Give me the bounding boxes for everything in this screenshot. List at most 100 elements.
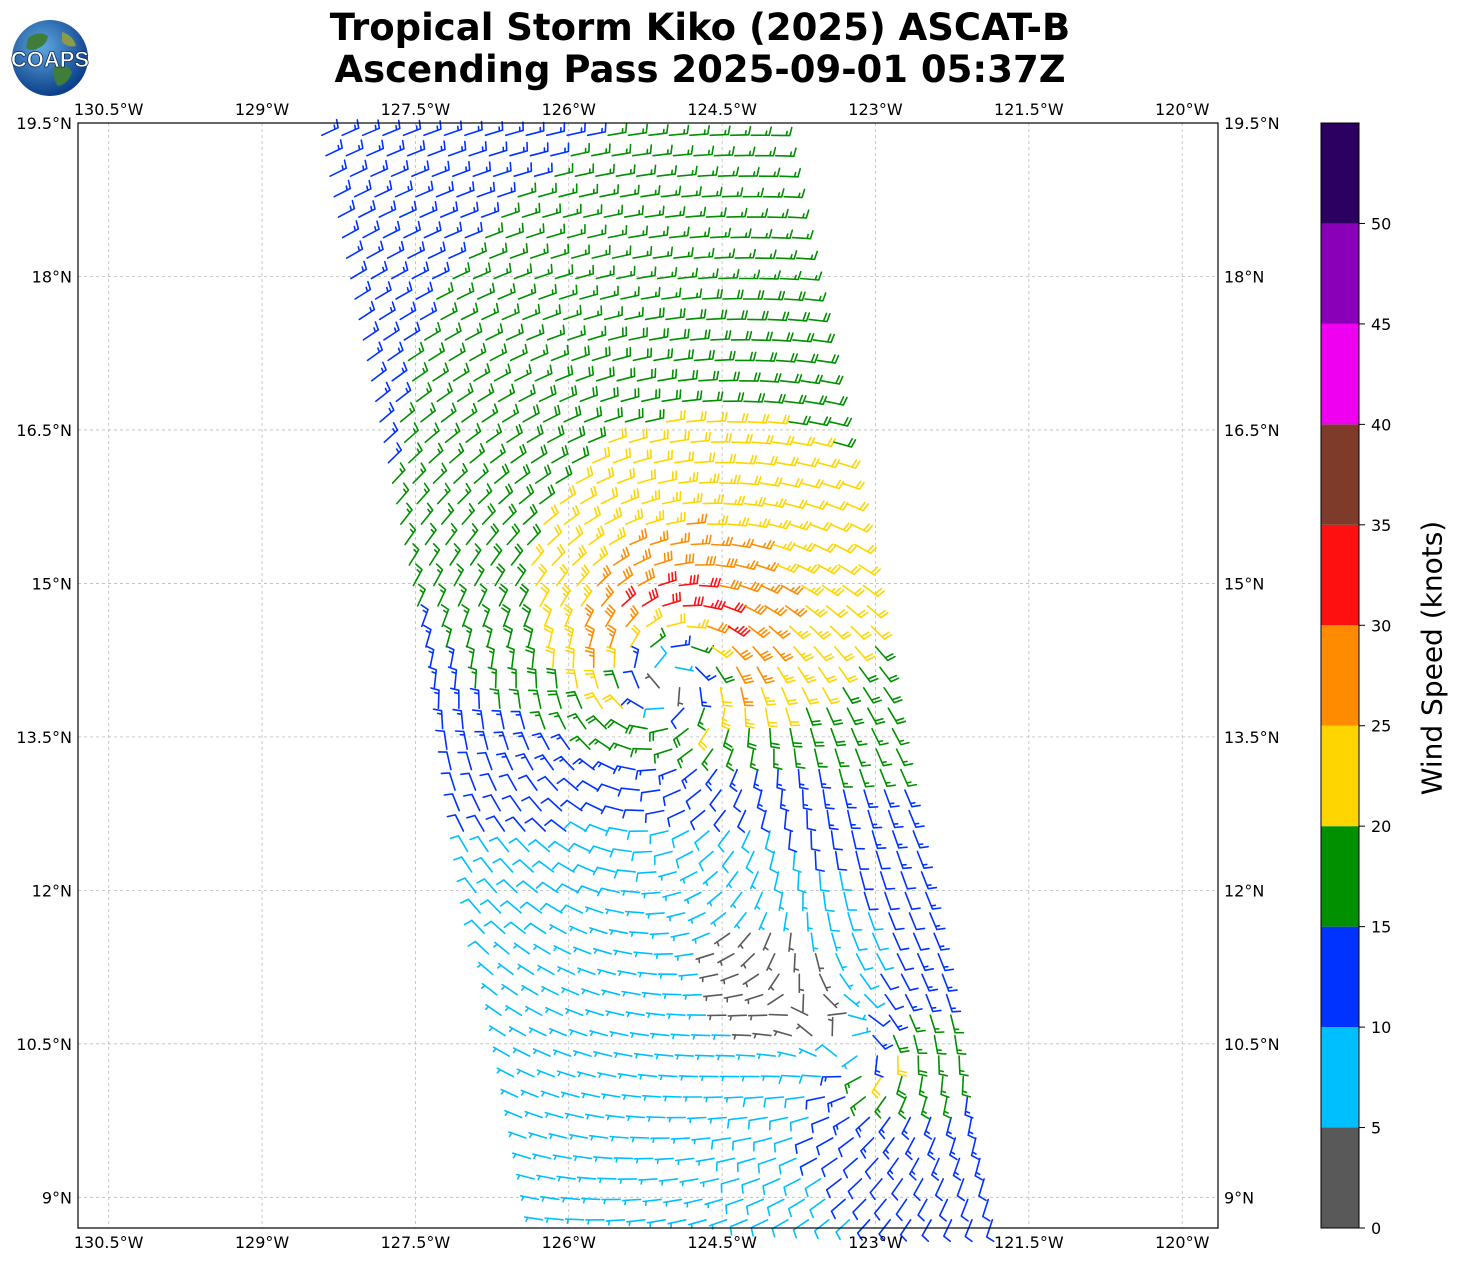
wind-barb — [806, 809, 817, 832]
wind-barb — [540, 1090, 560, 1098]
wind-barb — [801, 584, 824, 596]
wind-barb — [650, 1032, 670, 1039]
wind-barb — [717, 830, 730, 853]
wind-barb — [738, 167, 760, 177]
wind-barb — [544, 1111, 564, 1119]
wind-barb — [839, 973, 854, 990]
wind-barb — [797, 666, 817, 684]
wind-barb — [768, 519, 792, 530]
wind-barb — [570, 142, 590, 157]
wind-barb — [747, 413, 770, 424]
wind-barb — [912, 830, 929, 849]
wind-barb — [772, 646, 794, 662]
wind-barb — [799, 1157, 818, 1176]
wind-barb — [838, 768, 854, 788]
wind-barb — [642, 1094, 662, 1101]
wind-barb — [775, 147, 797, 157]
wind-barb — [625, 508, 644, 525]
wind-barb — [789, 1116, 809, 1132]
wind-barb — [780, 478, 804, 488]
wind-barb — [792, 332, 815, 343]
wind-barb — [750, 126, 772, 137]
colorbar-tick-label: 30 — [1371, 616, 1391, 635]
wind-barb — [636, 368, 657, 382]
wind-barb — [496, 879, 518, 894]
wind-barb — [772, 435, 795, 446]
wind-barb — [841, 1055, 858, 1070]
wind-barb — [608, 526, 626, 546]
wind-barb — [945, 1116, 955, 1140]
wind-barb — [350, 260, 368, 280]
wind-barb — [929, 912, 946, 931]
wind-barb — [358, 200, 376, 218]
wind-barb — [554, 264, 574, 280]
wind-barb — [665, 308, 686, 321]
lon-tick-label-bottom: 126°W — [542, 1233, 597, 1252]
wind-barb — [538, 182, 557, 198]
colorbar-bin-10 — [1321, 123, 1359, 224]
wind-barb — [391, 462, 406, 484]
wind-barb — [508, 688, 521, 709]
wind-barb — [687, 1116, 707, 1124]
wind-barb — [967, 1116, 977, 1140]
wind-barb — [809, 727, 825, 747]
wind-barb — [427, 140, 446, 157]
wind-barb — [773, 871, 783, 894]
wind-barb — [660, 185, 682, 198]
wind-barb — [450, 687, 460, 709]
wind-barb — [538, 284, 557, 300]
wind-barb — [428, 543, 441, 566]
wind-barb — [827, 1096, 846, 1113]
wind-barb — [333, 179, 352, 198]
wind-barb — [394, 180, 413, 198]
wind-barb — [654, 1157, 674, 1165]
wind-barb — [746, 208, 769, 218]
lat-tick-label-right: 16.5°N — [1224, 421, 1280, 440]
wind-barb — [702, 391, 724, 403]
wind-barb — [747, 727, 757, 751]
wind-barb — [867, 809, 883, 829]
wind-barb — [411, 362, 429, 382]
wind-barb — [778, 1074, 801, 1085]
wind-barb — [649, 932, 670, 939]
wind-barb — [419, 301, 438, 321]
wind-barb — [570, 244, 590, 259]
wind-barb — [556, 1175, 576, 1182]
wind-barb — [532, 1153, 552, 1160]
colorbar-label: Wind Speed (knots) — [1415, 520, 1449, 796]
wind-barb — [739, 475, 762, 486]
wind-barb — [512, 859, 534, 873]
wind-barb — [637, 469, 657, 484]
lon-tick-label-bottom: 123°W — [848, 1233, 903, 1252]
wind-barb — [734, 912, 747, 929]
wind-barb — [512, 731, 530, 750]
wind-barb — [931, 1157, 940, 1181]
wind-barb — [669, 328, 690, 341]
wind-barb — [641, 991, 662, 998]
wind-barb — [707, 622, 731, 634]
wind-barb — [467, 666, 478, 689]
wind-barb — [484, 121, 504, 137]
wind-barb — [705, 207, 727, 218]
wind-barb — [694, 830, 710, 851]
wind-barb — [714, 248, 736, 259]
wind-barb — [666, 1013, 686, 1019]
wind-barb — [695, 666, 717, 681]
wind-barb — [637, 1073, 658, 1080]
wind-barb — [415, 180, 434, 198]
wind-barb — [509, 343, 528, 362]
wind-barb — [640, 789, 661, 802]
wind-barb — [496, 752, 514, 771]
wind-barb — [658, 1074, 678, 1081]
wind-barb — [588, 426, 607, 443]
wind-barb — [596, 887, 620, 897]
wind-barb — [681, 390, 703, 403]
wind-barb — [937, 953, 954, 972]
wind-barb — [604, 506, 623, 525]
wind-barb — [850, 727, 868, 746]
wind-barb — [755, 455, 779, 466]
wind-barb — [465, 423, 482, 443]
wind-barb — [427, 241, 446, 259]
wind-barb — [736, 666, 755, 684]
wind-barb — [913, 1178, 924, 1201]
